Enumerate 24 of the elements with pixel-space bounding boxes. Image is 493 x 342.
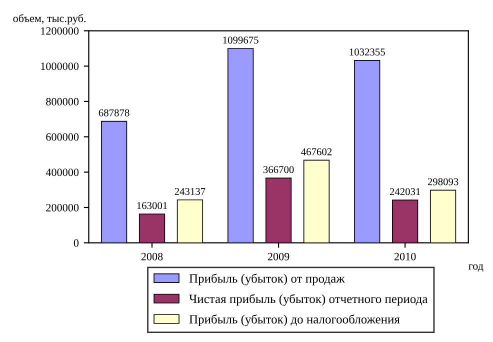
data-label: 242031 bbox=[390, 188, 420, 196]
x-tick-label: 2008 bbox=[141, 252, 163, 260]
y-tick-label: 200000 bbox=[46, 204, 79, 212]
y-tick-label: 400000 bbox=[46, 168, 79, 176]
data-label: 163001 bbox=[137, 202, 168, 210]
y-tick-label: 1000000 bbox=[41, 62, 79, 70]
data-label: 687878 bbox=[98, 109, 130, 116]
legend-label: Чистая прибыль (убыток) отчетного периода bbox=[189, 294, 428, 306]
y-tick-label: 1200000 bbox=[41, 27, 79, 35]
y-tick-label: 0 bbox=[74, 239, 79, 247]
y-axis-title: объем, тыс.руб. bbox=[13, 14, 86, 24]
y-tick-label: 600000 bbox=[46, 133, 79, 141]
data-label: 366700 bbox=[263, 166, 294, 174]
x-tick-label: 2009 bbox=[268, 252, 290, 260]
data-label: 1032355 bbox=[350, 48, 385, 56]
x-axis-title: год bbox=[468, 264, 484, 272]
legend-label: Прибыль (убыток) от продаж bbox=[189, 274, 345, 286]
data-label: 243137 bbox=[174, 188, 206, 195]
data-label: 298093 bbox=[428, 178, 458, 186]
data-label: 1099675 bbox=[223, 36, 258, 44]
y-tick-label: 800000 bbox=[46, 98, 79, 106]
data-label: 467602 bbox=[301, 148, 332, 156]
legend-label: Прибыль (убыток) до налогообложения bbox=[189, 314, 400, 326]
x-tick-label: 2010 bbox=[394, 252, 416, 260]
